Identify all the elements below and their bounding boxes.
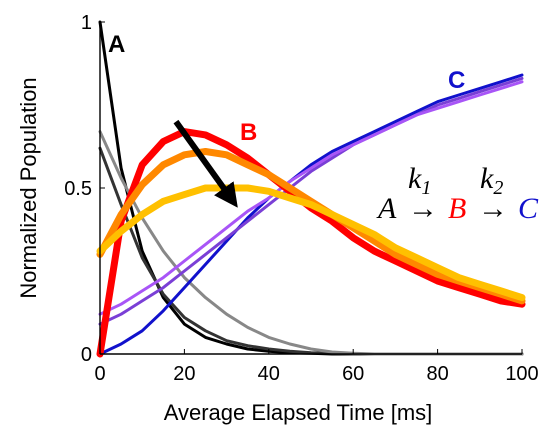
label-b: B [240, 119, 257, 146]
label-a: A [108, 31, 125, 58]
x-tick-label: 0 [94, 363, 105, 385]
shift-arrow [173, 119, 238, 208]
series-line-9 [96, 184, 526, 302]
eq-rate-2: k2 [480, 162, 503, 199]
y-tick-label: 1 [81, 12, 92, 34]
y-axis-title: Normalized Population [16, 77, 41, 298]
eq-species-a: A [376, 192, 397, 225]
series-group [96, 20, 526, 358]
y-tick-label: 0 [81, 344, 92, 366]
series-line-5 [98, 76, 524, 326]
label-c: C [448, 67, 465, 94]
series-line-6 [98, 80, 524, 316]
eq-rate-2-subscript: 2 [493, 177, 503, 199]
eq-rate-1-symbol: k [408, 162, 422, 195]
x-tick-label: 60 [342, 363, 364, 385]
ticks: 0 20 40 60 80 100 0 0.5 1 [64, 12, 539, 385]
eq-rate-1: k1 [408, 162, 431, 199]
x-axis-title: Average Elapsed Time [ms] [164, 400, 433, 425]
eq-species-c: C [518, 192, 539, 225]
series-line-4 [98, 73, 524, 356]
x-tick-label: 100 [505, 363, 538, 385]
eq-rate-1-subscript: 1 [421, 177, 431, 199]
x-tick-label: 20 [173, 363, 195, 385]
eq-arrow-2: → [478, 192, 508, 225]
reaction-equation: A → k1 B → k2 C [376, 162, 539, 225]
eq-arrow-1: → [408, 192, 438, 225]
y-tick-label: 0.5 [64, 178, 92, 200]
eq-species-b: B [448, 192, 466, 225]
eq-rate-2-symbol: k [480, 162, 494, 195]
x-tick-label: 80 [426, 363, 448, 385]
x-tick-label: 40 [258, 363, 280, 385]
